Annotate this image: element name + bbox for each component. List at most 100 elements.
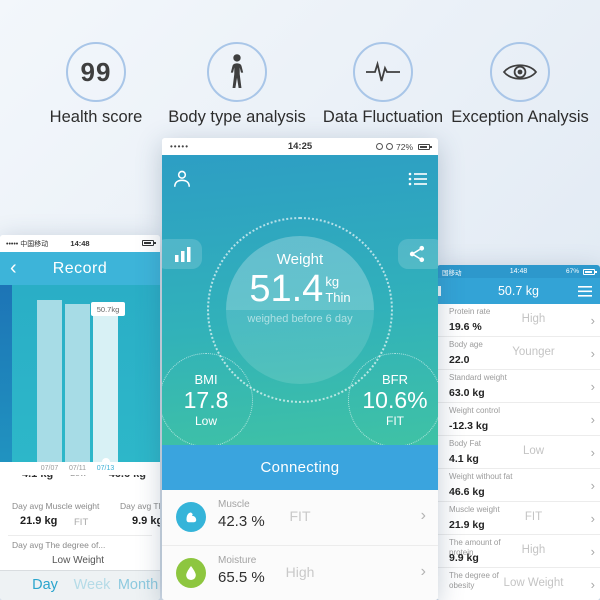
moisture-status: High bbox=[285, 564, 315, 580]
chevron-right-icon[interactable]: › bbox=[590, 511, 595, 526]
back-icon[interactable]: ‹ bbox=[10, 257, 17, 279]
main-screen: ••••• 14:25 72% bbox=[162, 138, 438, 600]
bmi-value: 17.8 bbox=[183, 386, 229, 413]
feature-label-health-score: Health score bbox=[49, 108, 143, 126]
metric-row[interactable]: Weight without fat 46.6 kg › bbox=[437, 469, 600, 502]
metric-row[interactable]: Body Fat 4.1 kg Low › bbox=[437, 436, 600, 469]
left-time: 14:48 bbox=[70, 239, 90, 248]
chart-bar[interactable] bbox=[65, 304, 90, 462]
metric-value: -12.3 kg bbox=[449, 420, 489, 432]
day-avg-muscle-value: 21.9 kg bbox=[20, 515, 58, 527]
metric-row[interactable]: Protein rate 19.6 % High › bbox=[437, 304, 600, 337]
body-type-icon bbox=[207, 42, 267, 102]
clipped-status: Low bbox=[70, 475, 87, 478]
feature-label-body-type: Body type analysis bbox=[168, 108, 306, 126]
menu-list-icon[interactable] bbox=[578, 286, 592, 297]
degree-of-label: Day avg The degree of... bbox=[12, 540, 106, 550]
degree-of-value: Low Weight bbox=[52, 555, 105, 566]
center-time: 14:25 bbox=[287, 141, 313, 152]
metrics-title: 50.7 kg bbox=[497, 284, 539, 298]
metric-status: Low bbox=[522, 445, 545, 457]
share-button[interactable] bbox=[398, 239, 438, 269]
connecting-button[interactable]: Connecting bbox=[162, 445, 438, 490]
metric-status: High bbox=[521, 544, 546, 556]
metric-label: Weight without fat bbox=[449, 472, 513, 481]
center-status-bar: ••••• 14:25 72% bbox=[162, 138, 438, 155]
menu-list-icon[interactable] bbox=[408, 171, 428, 187]
day-avg-col2-value: 9.9 kg bbox=[132, 515, 160, 527]
center-battery-pct: 72% bbox=[395, 141, 413, 152]
muscle-status: FIT bbox=[289, 508, 311, 524]
clipped-header-icon bbox=[437, 286, 441, 296]
share-icon bbox=[409, 245, 424, 263]
day-avg-muscle-status: FIT bbox=[74, 517, 89, 528]
chevron-right-icon[interactable]: › bbox=[420, 507, 426, 524]
day-avg-col2-label: Day avg The bbox=[120, 501, 160, 511]
chevron-right-icon[interactable]: › bbox=[590, 478, 595, 493]
right-time: 14:48 bbox=[509, 268, 528, 275]
chevron-right-icon[interactable]: › bbox=[590, 379, 595, 394]
tab-week[interactable]: Week bbox=[73, 577, 111, 593]
chevron-right-icon[interactable]: › bbox=[590, 313, 595, 328]
metric-value: 21.9 kg bbox=[449, 519, 485, 531]
dial-area: Weight 51.4 kg Thin weighed before 6 day… bbox=[162, 155, 438, 445]
weight-bar-chart[interactable]: 50.7kg bbox=[0, 285, 160, 462]
metric-row[interactable]: Muscle weight 21.9 kg FIT › bbox=[437, 502, 600, 535]
metric-value: 22.0 bbox=[449, 354, 470, 366]
metric-row[interactable]: The degree of obesity Low Weight › bbox=[437, 568, 600, 600]
metric-row[interactable]: Standard weight 63.0 kg › bbox=[437, 370, 600, 403]
muscle-row[interactable]: Muscle 42.3 % FIT › bbox=[162, 490, 438, 545]
profile-icon[interactable] bbox=[172, 169, 192, 189]
date-tick[interactable]: 07/11 bbox=[69, 465, 86, 472]
metric-label: Weight control bbox=[449, 406, 500, 415]
date-tick-selected[interactable]: 07/13 bbox=[96, 465, 115, 472]
chevron-right-icon[interactable]: › bbox=[590, 412, 595, 427]
metric-status: Low Weight bbox=[503, 577, 564, 589]
metric-status: High bbox=[521, 313, 546, 325]
selection-caret bbox=[102, 458, 110, 462]
moisture-row[interactable]: Moisture 65.5 % High › bbox=[162, 545, 438, 600]
bfr-label: BFR bbox=[382, 371, 408, 387]
moisture-label: Moisture bbox=[218, 555, 257, 566]
tab-month[interactable]: Month bbox=[117, 577, 159, 593]
feature-label-exception: Exception Analysis bbox=[451, 108, 589, 126]
chevron-right-icon[interactable]: › bbox=[590, 445, 595, 460]
metric-label: Muscle weight bbox=[449, 505, 500, 514]
moisture-value: 65.5 % bbox=[218, 569, 265, 586]
tab-day[interactable]: Day bbox=[32, 577, 58, 593]
metric-row[interactable]: Weight control -12.3 kg › bbox=[437, 403, 600, 436]
orientation-lock-icon bbox=[375, 143, 383, 150]
divider bbox=[8, 535, 152, 536]
metric-row[interactable]: The amount of protein 9.9 kg High › bbox=[437, 535, 600, 568]
metric-value: 46.6 kg bbox=[449, 486, 485, 498]
right-carrier: 国移动 bbox=[442, 269, 462, 277]
weight-dial[interactable]: Weight 51.4 kg Thin weighed before 6 day bbox=[226, 236, 374, 384]
chevron-right-icon[interactable]: › bbox=[590, 577, 595, 592]
clipped-values-row: 4.1 kg Low 46.6 kg bbox=[0, 475, 160, 488]
record-header: ‹ Record bbox=[0, 252, 160, 285]
history-chart-button[interactable] bbox=[162, 239, 202, 269]
chart-bar-selected[interactable] bbox=[93, 307, 118, 462]
bfr-dial[interactable]: BFR 10.6% FIT bbox=[348, 353, 438, 445]
metric-row[interactable]: Body age 22.0 Younger › bbox=[437, 337, 600, 370]
metric-label: Standard weight bbox=[449, 373, 507, 382]
right-status-bar: 国移动 14:48 67% bbox=[437, 265, 600, 278]
battery-icon bbox=[418, 143, 432, 150]
chevron-right-icon[interactable]: › bbox=[590, 544, 595, 559]
bmi-status: Low bbox=[194, 414, 217, 429]
eye-icon bbox=[502, 64, 538, 80]
bfr-value: 10.6% bbox=[362, 386, 428, 413]
exception-analysis-icon bbox=[490, 42, 550, 102]
chart-left-band bbox=[0, 285, 12, 462]
signal-dots: ••••• bbox=[170, 142, 190, 151]
health-score-badge: 99 bbox=[80, 56, 112, 87]
metric-rows: Muscle 42.3 % FIT › Moisture 65.5 % High… bbox=[162, 490, 438, 600]
chevron-right-icon[interactable]: › bbox=[420, 563, 426, 580]
bmi-dial[interactable]: BMI 17.8 Low bbox=[162, 353, 253, 445]
chart-bar[interactable] bbox=[37, 300, 62, 462]
chevron-right-icon[interactable]: › bbox=[590, 346, 595, 361]
date-tick[interactable]: 07/07 bbox=[40, 465, 59, 472]
battery-icon bbox=[583, 268, 597, 275]
muscle-value: 42.3 % bbox=[218, 513, 265, 530]
